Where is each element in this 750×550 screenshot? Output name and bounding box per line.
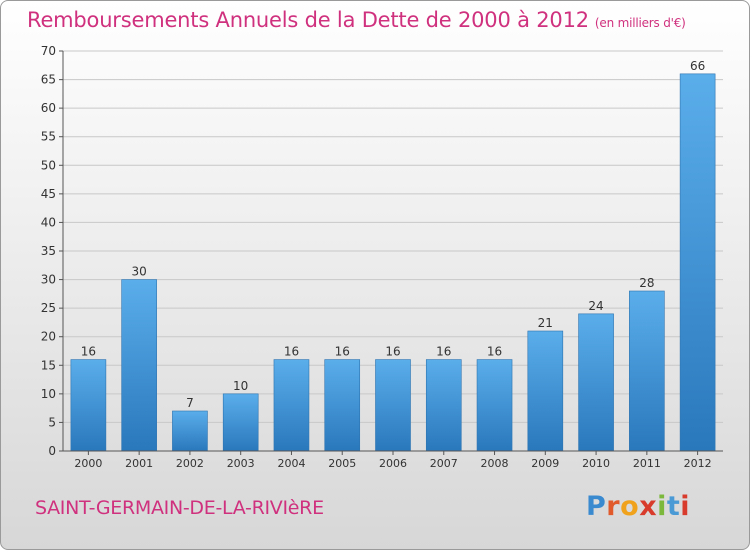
- data-label: 7: [186, 396, 194, 410]
- logo-letter: P: [586, 491, 607, 522]
- x-tick-label: 2009: [531, 457, 559, 470]
- bar: [578, 313, 614, 452]
- x-tick-label: 2001: [125, 457, 153, 470]
- logo-letter: i: [657, 491, 667, 522]
- x-tick-label: 2004: [277, 457, 305, 470]
- bar: [222, 393, 259, 452]
- logo-letter: x: [639, 491, 658, 522]
- x-tick-label: 2005: [328, 457, 356, 470]
- y-tick-label: 45: [41, 187, 56, 201]
- data-label: 16: [284, 345, 299, 359]
- bar: [425, 359, 462, 452]
- logo-letter: r: [606, 491, 621, 522]
- logo-letter: o: [620, 491, 640, 522]
- y-tick-label: 40: [41, 215, 56, 229]
- x-tick-label: 2010: [582, 457, 610, 470]
- y-tick-label: 10: [41, 387, 56, 401]
- bar: [527, 330, 564, 452]
- logo-letter: i: [680, 491, 691, 522]
- y-tick-label: 15: [41, 358, 56, 372]
- data-label: 21: [538, 316, 553, 330]
- y-tick-label: 35: [41, 244, 56, 258]
- bar: [324, 359, 361, 452]
- bar: [629, 290, 665, 452]
- data-label: 16: [436, 345, 451, 359]
- y-tick-label: 50: [41, 158, 56, 172]
- y-tick-label: 5: [48, 415, 56, 429]
- bar: [172, 410, 208, 452]
- y-tick-label: 65: [41, 73, 56, 87]
- x-tick-label: 2012: [684, 457, 712, 470]
- y-tick-label: 55: [41, 130, 56, 144]
- x-tick-label: 2000: [74, 457, 102, 470]
- proxiti-logo[interactable]: Proxiti: [586, 491, 690, 522]
- y-tick-label: 20: [41, 330, 56, 344]
- chart-title-text: Remboursements Annuels de la Dette de 20…: [27, 8, 589, 32]
- data-label: 66: [690, 59, 705, 73]
- y-tick-label: 70: [41, 44, 56, 58]
- bar: [476, 359, 513, 452]
- data-label: 16: [487, 345, 502, 359]
- x-tick-label: 2007: [430, 457, 458, 470]
- y-tick-label: 25: [41, 301, 56, 315]
- axes: [59, 50, 723, 455]
- chart-title: Remboursements Annuels de la Dette de 20…: [27, 8, 686, 32]
- x-tick-label: 2003: [227, 457, 255, 470]
- data-label: 16: [81, 345, 96, 359]
- x-tick-label: 2011: [633, 457, 661, 470]
- data-label: 16: [335, 345, 350, 359]
- commune-name: SAINT-GERMAIN-DE-LA-RIVIèRE: [35, 497, 324, 519]
- bar: [121, 279, 157, 452]
- x-tick-label: 2008: [481, 457, 509, 470]
- data-label: 16: [385, 345, 400, 359]
- bar: [375, 359, 411, 452]
- y-tick-label: 30: [41, 273, 56, 287]
- data-label: 24: [588, 299, 603, 313]
- x-tick-label: 2002: [176, 457, 204, 470]
- data-label: 30: [132, 265, 147, 279]
- bar: [679, 73, 716, 452]
- x-tick-label: 2006: [379, 457, 407, 470]
- data-label: 28: [639, 276, 654, 290]
- y-tick-label: 60: [41, 101, 56, 115]
- logo-letter: t: [666, 491, 681, 522]
- bar: [70, 359, 107, 452]
- bars: [70, 73, 716, 452]
- y-tick-label: 0: [48, 444, 56, 458]
- data-label: 10: [233, 379, 248, 393]
- bar: [273, 359, 310, 452]
- chart-unit: (en milliers d'€): [594, 16, 686, 30]
- labels: 0 5 10 15 20 25 30 35 40 45 50 55 60 65 70 16 2000 30 2001…: [41, 44, 712, 470]
